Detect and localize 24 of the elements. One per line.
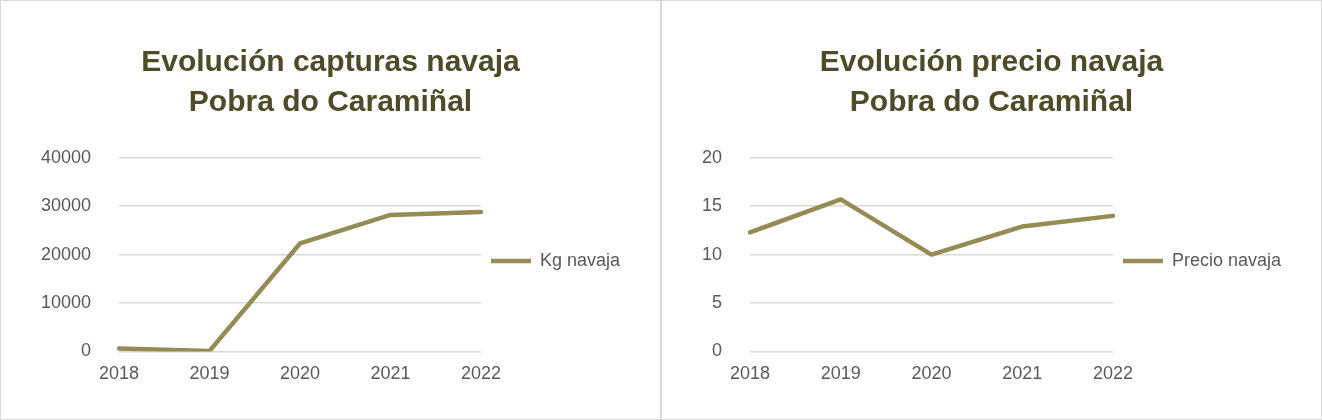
- x-tick-label: 2022: [460, 363, 501, 384]
- x-tick-label: 2022: [1092, 363, 1133, 384]
- y-tick-label: 10000: [40, 291, 92, 312]
- y-tick-label: 20000: [40, 243, 92, 264]
- x-tick-label: 2018: [99, 363, 140, 384]
- x-tick-label: 2018: [730, 363, 771, 384]
- legend-label: Precio navaja: [1171, 249, 1282, 270]
- chart-title: Evolución capturas navaja Pobra do Caramiñal: [140, 43, 521, 119]
- y-tick-label: 40000: [40, 146, 92, 167]
- y-tick-label: 0: [712, 340, 723, 361]
- y-tick-label: 0: [81, 340, 92, 361]
- x-tick-label: 2021: [370, 363, 411, 384]
- y-tick-label: 15: [701, 195, 723, 216]
- x-tick-label: 2021: [1002, 363, 1043, 384]
- x-tick-label: 2020: [911, 363, 952, 384]
- x-tick-label: 2019: [820, 363, 861, 384]
- y-tick-label: 20: [701, 146, 723, 167]
- y-tick-label: 10: [701, 243, 723, 264]
- chart-title: Evolución precio navaja Pobra do Caramiñal: [818, 43, 1165, 119]
- x-tick-label: 2019: [189, 363, 230, 384]
- y-tick-label: 5: [712, 291, 723, 312]
- y-tick-label: 30000: [40, 195, 92, 216]
- legend-label: Kg navaja: [539, 249, 621, 270]
- x-tick-label: 2020: [279, 363, 321, 384]
